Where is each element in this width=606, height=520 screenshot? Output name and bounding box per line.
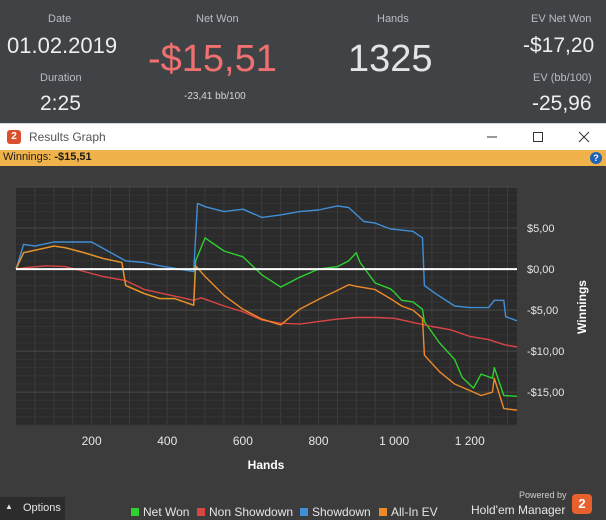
winnings-summary: Winnings: -$15,51 [3, 151, 92, 163]
ev-bb-label: EV (bb/100) [533, 72, 592, 84]
x-tick-labels: 200 400 600 800 1 000 1 200 [82, 434, 485, 448]
ev-bb-value: -25,96 [532, 92, 592, 115]
duration-label: Duration [40, 72, 82, 84]
chart-series-group [15, 202, 518, 411]
legend-label-showdown: Showdown [312, 505, 371, 519]
options-button[interactable]: ▲ Options [0, 497, 65, 520]
x-tick-label: 600 [233, 434, 253, 448]
close-icon [578, 131, 590, 143]
legend-net-won[interactable]: Net Won [131, 505, 189, 519]
x-tick-label: 800 [308, 434, 328, 448]
legend-swatch-net-won [131, 508, 139, 516]
powered-by-text: Powered by [519, 490, 567, 500]
ev-net-won-value: -$17,20 [523, 34, 595, 57]
winnings-value: -$15,51 [54, 151, 92, 163]
close-button[interactable] [571, 127, 597, 147]
date-value: 01.02.2019 [7, 33, 118, 58]
legend-label-net-won: Net Won [143, 505, 190, 519]
y-tick-label: -$5,00 [527, 305, 558, 317]
y-tick-label: -$10,00 [527, 346, 564, 358]
legend-swatch-non-showdown [197, 508, 205, 516]
legend-all-in-ev[interactable]: All-In EV [379, 505, 438, 519]
minimize-button[interactable] [479, 127, 505, 147]
x-axis-label: Hands [248, 458, 285, 472]
legend-showdown[interactable]: Showdown [300, 505, 371, 519]
legend-swatch-showdown [300, 508, 308, 516]
x-tick-label: 200 [82, 434, 102, 448]
hands-label: Hands [377, 13, 409, 25]
brand-name: Hold'em Manager [471, 503, 566, 517]
x-tick-label: 1 000 [379, 434, 409, 448]
options-arrow-icon: ▲ [5, 502, 13, 511]
date-label: Date [48, 13, 72, 25]
window-title: Results Graph [29, 130, 106, 144]
winnings-label: Winnings: [3, 151, 52, 163]
ev-net-won-label: EV Net Won [531, 13, 592, 25]
series-line-non-showdown [15, 265, 518, 348]
legend-label-all-in-ev: All-In EV [391, 505, 438, 519]
net-won-bb-value: -23,41 bb/100 [184, 91, 246, 102]
hands-value: 1325 [348, 38, 433, 80]
session-stats-panel: Date 01.02.2019 Duration 2:25 Net Won -$… [0, 0, 606, 123]
legend-swatch-all-in-ev [379, 508, 387, 516]
maximize-icon [533, 132, 543, 142]
x-tick-label: 400 [157, 434, 177, 448]
results-graph-titlebar: 2 Results Graph [0, 123, 606, 150]
maximize-button[interactable] [525, 127, 551, 147]
help-icon[interactable]: ? [590, 152, 602, 164]
legend-non-showdown[interactable]: Non Showdown [197, 505, 293, 519]
series-line-all-in-ev [15, 245, 518, 411]
series-line-showdown [15, 202, 518, 322]
results-line-chart: 200 400 600 800 1 000 1 200 $5,00 $0,00 -$5,00 -… [15, 186, 589, 472]
y-tick-label: -$15,00 [527, 387, 564, 399]
winnings-bar: Winnings: -$15,51 ? [0, 150, 606, 166]
net-won-value: -$15,51 [148, 38, 277, 80]
y-tick-label: $0,00 [527, 264, 555, 276]
y-tick-labels: $5,00 $0,00 -$5,00 -$10,00 -$15,00 [527, 223, 564, 399]
options-label: Options [23, 502, 61, 514]
plot-background [16, 187, 517, 425]
y-tick-label: $5,00 [527, 223, 555, 235]
hm2-app-icon: 2 [7, 130, 21, 144]
x-tick-label: 1 200 [455, 434, 485, 448]
minimize-icon [487, 136, 497, 138]
y-axis-label: Winnings [575, 280, 589, 334]
net-won-label: Net Won [196, 13, 239, 25]
duration-value: 2:25 [40, 92, 81, 115]
legend-label-non-showdown: Non Showdown [209, 505, 294, 519]
results-chart-area: 200 400 600 800 1 000 1 200 $5,00 $0,00 -$5,00 -… [0, 166, 606, 494]
hm2-logo-icon: 2 [572, 494, 592, 514]
